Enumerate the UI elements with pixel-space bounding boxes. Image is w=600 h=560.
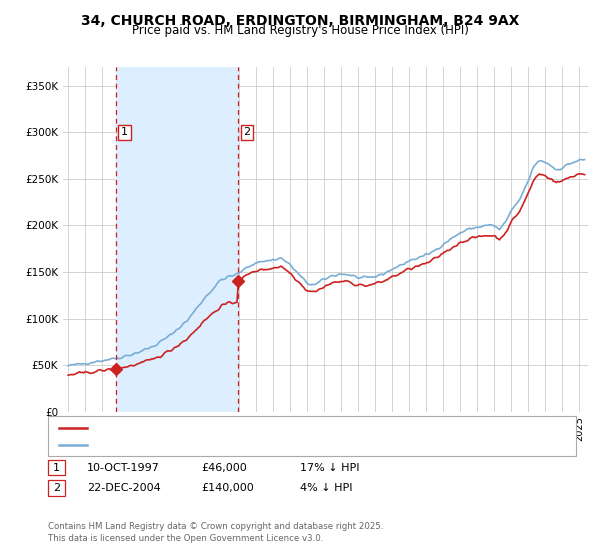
Text: 2: 2 (244, 127, 250, 137)
Text: 34, CHURCH ROAD, ERDINGTON, BIRMINGHAM, B24 9AX (semi-detached house): 34, CHURCH ROAD, ERDINGTON, BIRMINGHAM, … (92, 423, 484, 433)
Text: 17% ↓ HPI: 17% ↓ HPI (300, 463, 359, 473)
Text: £46,000: £46,000 (201, 463, 247, 473)
Text: 10-OCT-1997: 10-OCT-1997 (87, 463, 160, 473)
Text: Price paid vs. HM Land Registry's House Price Index (HPI): Price paid vs. HM Land Registry's House … (131, 24, 469, 37)
Text: 1: 1 (121, 127, 128, 137)
Text: £140,000: £140,000 (201, 483, 254, 493)
Text: 4% ↓ HPI: 4% ↓ HPI (300, 483, 353, 493)
Text: 34, CHURCH ROAD, ERDINGTON, BIRMINGHAM, B24 9AX: 34, CHURCH ROAD, ERDINGTON, BIRMINGHAM, … (81, 14, 519, 28)
Text: 22-DEC-2004: 22-DEC-2004 (87, 483, 161, 493)
Text: 2: 2 (53, 483, 60, 493)
Bar (116, 67, 238, 412)
Text: Contains HM Land Registry data © Crown copyright and database right 2025.
This d: Contains HM Land Registry data © Crown c… (48, 522, 383, 543)
Text: HPI: Average price, semi-detached house, Birmingham: HPI: Average price, semi-detached house,… (92, 440, 359, 450)
Text: 1: 1 (53, 463, 60, 473)
